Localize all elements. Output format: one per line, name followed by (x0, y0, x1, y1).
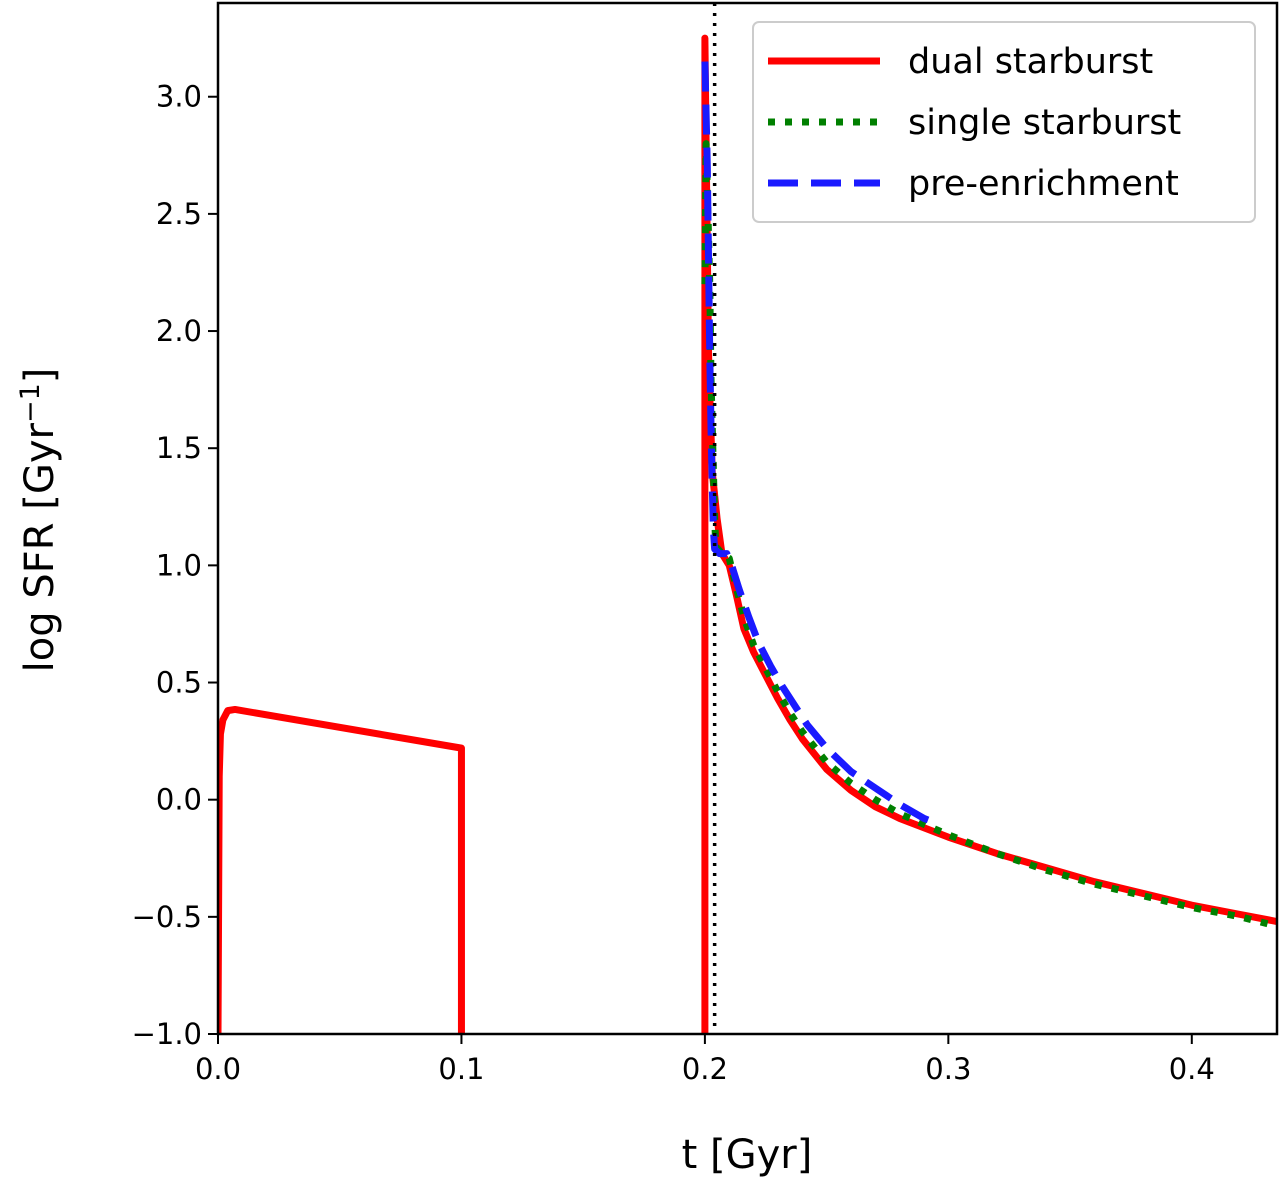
y-tick-label: −0.5 (132, 900, 202, 934)
plot-frame (216, 1, 1279, 1036)
legend-box (752, 21, 1256, 223)
y-tick-label: 2.0 (156, 314, 202, 348)
series-line-single-starburst (701, 140, 1277, 930)
y-axis-label: log SFR [Gyr−1] (15, 368, 63, 673)
plot-series (218, 3, 1277, 1034)
x-tick-label: 0.2 (682, 1052, 728, 1086)
y-tick-label: 1.0 (156, 548, 202, 582)
legend: dual starburst single starburst pre-enrich… (752, 21, 1256, 223)
y-tick-label: 0.5 (156, 666, 202, 700)
y-axis-ticks: −1.0 −0.5 0.0 0.5 1.0 1.5 2.0 2.5 3.0 (132, 80, 218, 1051)
x-tick-label: 0.4 (1169, 1052, 1215, 1086)
y-tick-label: −1.0 (132, 1017, 202, 1051)
y-tick-label: 0.0 (156, 783, 202, 817)
legend-label: single starburst (908, 103, 1181, 143)
x-tick-label: 0.3 (925, 1052, 971, 1086)
x-axis-ticks: 0.0 0.1 0.2 0.3 0.4 (195, 1034, 1215, 1086)
x-tick-label: 0.0 (195, 1052, 241, 1086)
x-tick-label: 0.1 (438, 1052, 484, 1086)
y-axis-label-superscript: −1 (15, 383, 46, 423)
y-axis-label-main: log SFR [Gyr (17, 423, 63, 673)
y-axis-label-suffix: ] (17, 368, 63, 384)
y-tick-label: 3.0 (156, 80, 202, 114)
x-axis-label: t [Gyr] (682, 1132, 813, 1178)
series-line-dual-starburst (701, 34, 1277, 1034)
y-tick-label: 2.5 (156, 197, 202, 231)
legend-label: pre-enrichment (908, 164, 1179, 204)
y-tick-label: 1.5 (156, 431, 202, 465)
legend-label: dual starburst (908, 42, 1153, 82)
series-line-dual-starburst (218, 705, 465, 1034)
series-line-pre-enrichment (701, 61, 938, 827)
